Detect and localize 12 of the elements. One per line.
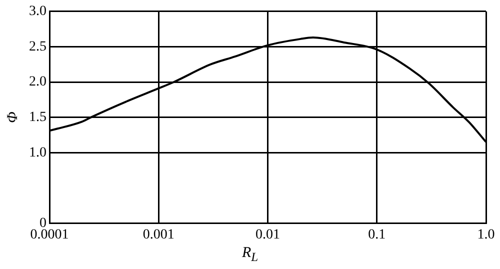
y-tick-label: 1.5: [29, 110, 46, 125]
y-tick-label: 3.0: [29, 4, 46, 20]
x-axis-title: R$_{L}$: [240, 245, 260, 265]
x-tick-label: 0.1: [368, 227, 386, 242]
y-tick-label: 2.0: [29, 74, 46, 90]
x-tick-label: 0.01: [256, 227, 280, 242]
y-axis-title: Φ: [4, 111, 21, 124]
x-tick-label: 0.001: [142, 227, 174, 242]
x-tick-label: 0.0001: [30, 227, 69, 242]
x-tick-label: 1.0: [477, 227, 495, 242]
y-tick-label: 2.5: [29, 39, 46, 54]
y-tick-label: 1.0: [29, 145, 46, 160]
